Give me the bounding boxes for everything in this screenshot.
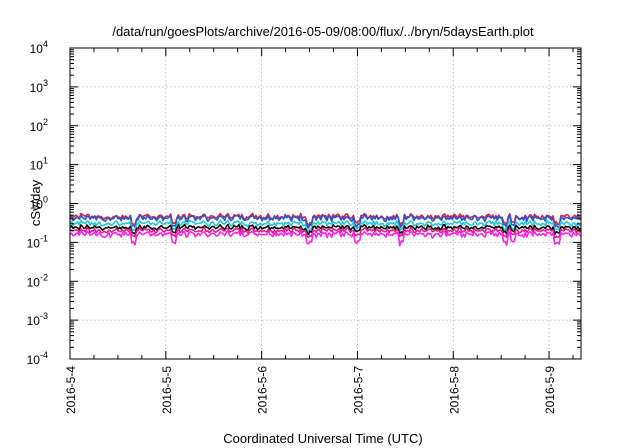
y-tick-label: 100 [30, 195, 48, 212]
x-axis: 2016-5-4 2016-5-5 2016-5-6 2016-5-7 2016-5-8… [64, 48, 574, 414]
series-group [69, 212, 582, 247]
series-line [69, 219, 582, 233]
x-tick-label: 2016-5-4 [64, 366, 78, 414]
y-tick-exponent: 1 [43, 156, 48, 166]
x-tick-label: 2016-5-8 [447, 366, 461, 414]
y-tick-label: 10-3 [27, 311, 48, 328]
y-tick-label: 104 [30, 39, 48, 56]
grid [70, 48, 581, 359]
x-tick-label: 2016-5-6 [256, 366, 270, 414]
y-tick-exponent: 3 [43, 78, 48, 88]
y-tick-exponent: 0 [43, 195, 48, 205]
y-tick-exponent: -2 [40, 272, 48, 282]
y-tick-label: 102 [30, 117, 48, 134]
y-tick-exponent: -4 [40, 350, 48, 360]
series-line [69, 214, 582, 230]
y-tick-label: 10-2 [27, 272, 48, 289]
x-axis-label: Coordinated Universal Time (UTC) [223, 431, 422, 446]
series-line [69, 223, 582, 236]
y-tick-exponent: 2 [43, 117, 48, 127]
y-tick-label: 10-4 [27, 350, 48, 367]
y-tick-label: 101 [30, 156, 48, 173]
y-axis-label: cSv/day [28, 179, 43, 226]
series-line [69, 212, 582, 227]
x-tick-label: 2016-5-5 [160, 366, 174, 414]
y-tick-exponent: 4 [43, 39, 48, 49]
chart-title: /data/run/goesPlots/archive/2016-05-09/0… [112, 24, 534, 39]
y-tick-label: 10-1 [27, 233, 48, 250]
y-tick-exponent: -3 [40, 311, 48, 321]
series-line [69, 226, 582, 239]
y-tick-label: 103 [30, 78, 48, 95]
series-line [69, 230, 582, 247]
x-tick-label: 2016-5-7 [351, 366, 365, 414]
x-tick-label: 2016-5-9 [543, 366, 557, 414]
y-tick-exponent: -1 [40, 233, 48, 243]
